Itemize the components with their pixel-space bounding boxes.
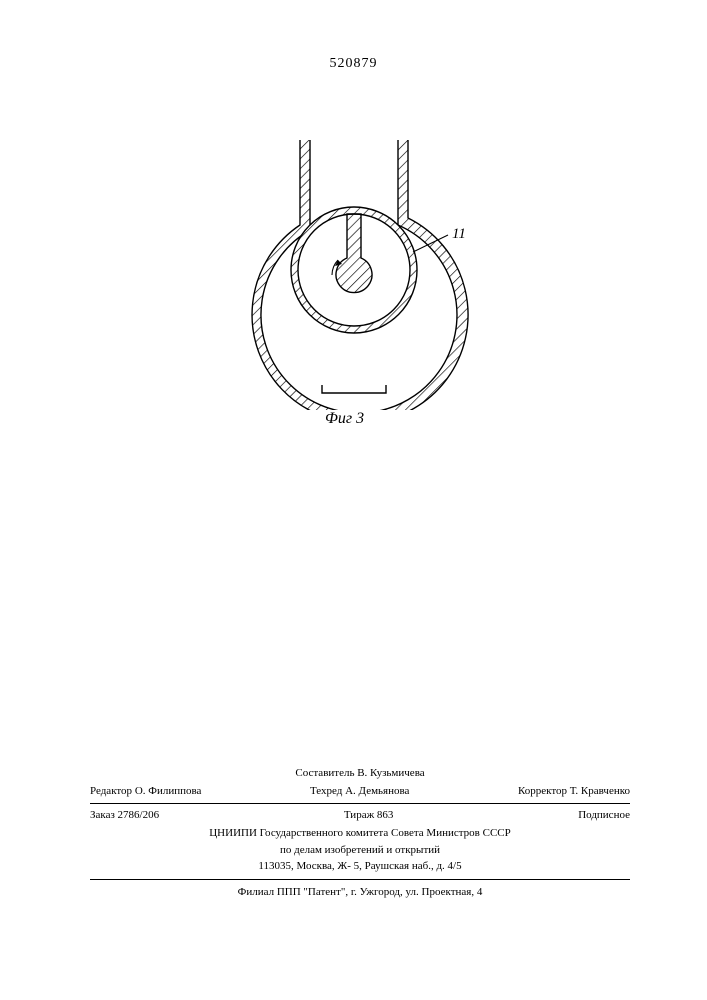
corrector-credit: Корректор Т. Кравченко — [518, 783, 630, 800]
credits-row: Редактор О. Филиппова Техред А. Демьянов… — [90, 783, 630, 804]
compiler-line: Составитель В. Кузьмичева — [90, 765, 630, 782]
patent-number: 520879 — [0, 56, 707, 72]
figure-caption: Фиг 3 — [325, 410, 364, 428]
callout-label: 11 — [452, 226, 466, 242]
branch-line: Филиал ППП "Патент", г. Ужгород, ул. Про… — [90, 884, 630, 901]
order-row: Заказ 2786/206 Тираж 863 Подписное — [90, 807, 630, 824]
org-address: 113035, Москва, Ж- 5, Раушская наб., д. … — [90, 858, 630, 875]
org-line-1: ЦНИИПИ Государственного комитета Совета … — [90, 825, 630, 842]
techred-credit: Техред А. Демьянова — [310, 783, 409, 800]
editor-credit: Редактор О. Филиппова — [90, 783, 201, 800]
figure-3-diagram: 11 — [200, 110, 510, 410]
footer-divider — [90, 879, 630, 880]
tirazh: Тираж 863 — [344, 807, 394, 824]
patent-page: 520879 — [0, 0, 707, 1000]
order-number: Заказ 2786/206 — [90, 807, 159, 824]
podpisnoe: Подписное — [578, 807, 630, 824]
org-line-2: по делам изобретений и открытий — [90, 842, 630, 859]
organization-block: ЦНИИПИ Государственного комитета Совета … — [90, 825, 630, 875]
imprint-footer: Составитель В. Кузьмичева Редактор О. Фи… — [90, 765, 630, 901]
